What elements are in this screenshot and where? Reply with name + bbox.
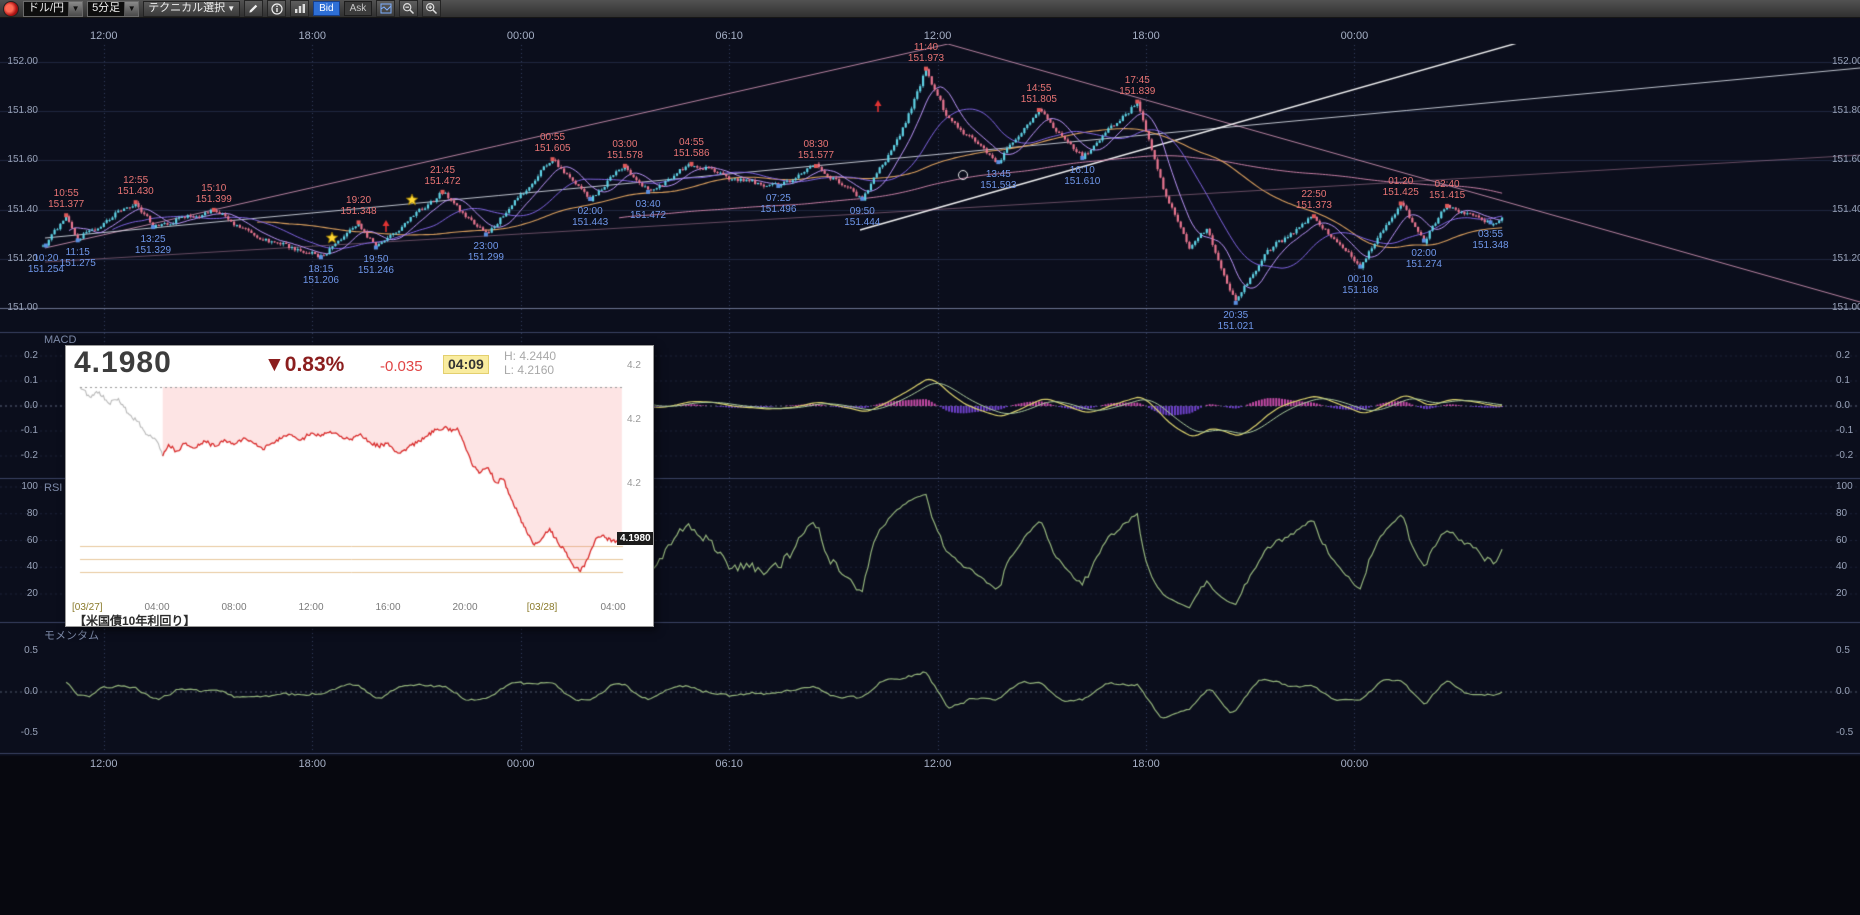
popup-caption: 【米国債10年利回り】 — [74, 614, 196, 627]
chevron-down-icon[interactable]: ▼ — [124, 1, 139, 16]
zoom-out-icon — [403, 2, 415, 15]
currency-pair-select[interactable]: ドル/円 ▼ — [23, 0, 84, 17]
popup-high-value: H: 4.2440 — [504, 349, 557, 363]
popup-time-badge: 04:09 — [443, 355, 489, 374]
popup-last-price: 4.1980 — [74, 346, 172, 379]
app-logo-icon — [3, 0, 19, 17]
zoom-in-button[interactable] — [422, 0, 442, 17]
popup-change-value: -0.035 — [380, 358, 423, 375]
grid-chart-icon — [380, 3, 392, 14]
pencil-icon — [249, 4, 258, 13]
pp-ylab: 4.2 — [627, 414, 641, 425]
draw-tool-button[interactable] — [244, 0, 264, 17]
popup-change-percent: ▼0.83% — [264, 353, 345, 376]
info-button[interactable] — [267, 0, 287, 17]
toolbar: ドル/円 ▼ 5分足 ▼ テクニカル選択 ▼ Bid Ask — [0, 0, 1860, 18]
zoom-in-icon — [426, 2, 438, 15]
grid-chart-button[interactable] — [376, 0, 396, 17]
zoom-out-button[interactable] — [399, 0, 419, 17]
ask-toggle-button[interactable]: Ask — [343, 1, 373, 16]
info-icon — [271, 2, 283, 15]
pp-xlab: 16:00 — [375, 602, 401, 613]
bar-chart-icon — [294, 4, 305, 13]
popup-low-value: L: 4.2160 — [504, 363, 555, 377]
currency-pair-label: ドル/円 — [28, 1, 65, 14]
pp-xlab: 08:00 — [221, 602, 247, 613]
us10y-popup-window[interactable]: 4.1980 ▼0.83% -0.035 04:09 H: 4.2440 L: … — [65, 345, 654, 627]
bid-toggle-button[interactable]: Bid — [313, 1, 340, 16]
pp-xlab: 04:00 — [600, 602, 626, 613]
pp-xlab pp-xdate: [03/27] — [72, 602, 103, 613]
pp-xlab pp-xdate: [03/28] — [526, 602, 558, 613]
pp-xlab: 12:00 — [298, 602, 324, 613]
chart-type-button[interactable] — [290, 0, 310, 17]
us10y-chart-canvas[interactable] — [66, 346, 653, 626]
chart-workspace: MACD RSI モメンタム 12:00 12:00 18:00 18:00 00:00… — [0, 18, 1860, 915]
pp-ylab: 4.2 — [627, 360, 641, 371]
timeframe-label: 5分足 — [92, 1, 121, 14]
chevron-down-icon[interactable]: ▼ — [68, 1, 83, 16]
popup-current-price-tag: 4.1980 — [617, 532, 653, 545]
pp-xlab: 04:00 — [144, 602, 170, 613]
pp-xlab: 20:00 — [452, 602, 478, 613]
technical-select-button[interactable]: テクニカル選択 ▼ — [143, 0, 241, 17]
chevron-down-icon: ▼ — [227, 4, 236, 13]
popup-header: 4.1980 ▼0.83% -0.035 04:09 H: 4.2440 L: … — [66, 346, 653, 386]
technical-select-label: テクニカル選択 — [148, 2, 226, 14]
pp-ylab: 4.2 — [627, 478, 641, 489]
timeframe-select[interactable]: 5分足 ▼ — [87, 0, 140, 17]
